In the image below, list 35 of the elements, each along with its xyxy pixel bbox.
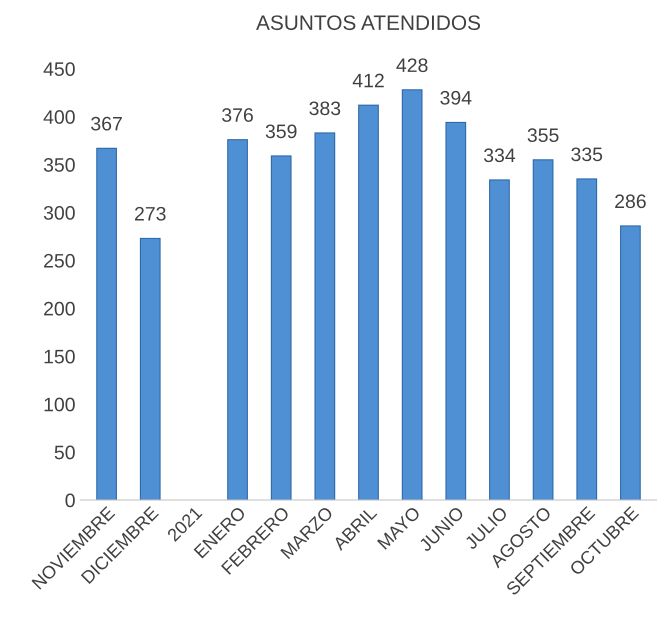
bar <box>532 159 554 500</box>
data-label: 367 <box>91 116 122 131</box>
bar <box>227 139 248 500</box>
bar <box>358 104 379 500</box>
y-tick-label: 350 <box>44 158 75 172</box>
data-label: 355 <box>528 128 559 142</box>
y-tick-label: 100 <box>44 398 75 412</box>
data-label: 273 <box>135 206 166 221</box>
bar <box>620 225 641 500</box>
data-label: 286 <box>615 194 646 208</box>
bar <box>576 178 598 500</box>
y-tick-label: 200 <box>44 302 75 316</box>
y-tick-label: 0 <box>65 493 75 508</box>
data-label: 334 <box>484 148 516 162</box>
y-tick-label: 250 <box>44 254 75 268</box>
data-label: 376 <box>222 108 253 122</box>
y-tick-label: 150 <box>44 350 75 364</box>
bar <box>489 179 510 500</box>
y-tick-label: 50 <box>54 446 75 460</box>
bar <box>96 148 117 500</box>
y-tick-label: 450 <box>44 62 75 76</box>
bar <box>402 89 423 500</box>
bar <box>270 155 292 500</box>
bar <box>314 132 336 500</box>
bar <box>445 122 466 500</box>
bar <box>140 238 161 500</box>
data-label: 335 <box>571 147 602 162</box>
y-tick-label: 400 <box>44 110 75 124</box>
data-label: 359 <box>266 124 296 138</box>
data-label: 394 <box>440 90 472 105</box>
y-tick-label: 300 <box>44 206 75 220</box>
data-label: 428 <box>396 58 428 72</box>
chart-title: ASUNTOS ATENDIDOS <box>256 15 480 30</box>
data-label: 412 <box>352 74 384 88</box>
data-label: 383 <box>309 101 340 116</box>
